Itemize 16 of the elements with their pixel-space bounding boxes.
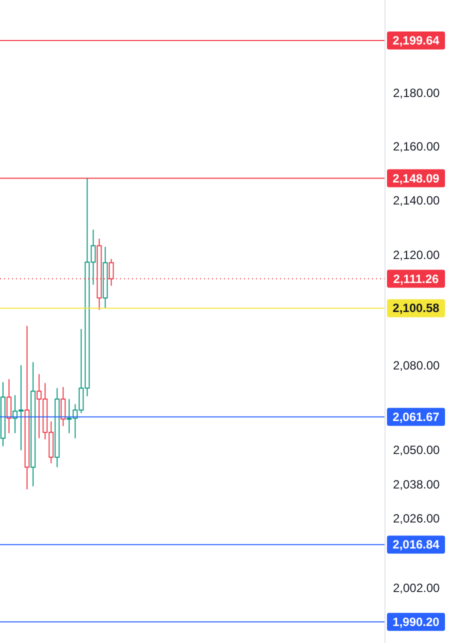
ref-line-label: 2,148.09 bbox=[392, 171, 440, 186]
y-tick-label: 2,026.00 bbox=[393, 512, 440, 526]
ref-line-label: 2,016.84 bbox=[392, 538, 440, 552]
y-tick-label: 2,050.00 bbox=[393, 443, 440, 458]
y-tick-label: 2,140.00 bbox=[393, 193, 440, 208]
ref-line-label: 2,100.58 bbox=[392, 301, 440, 316]
ref-line-label: 2,199.64 bbox=[392, 33, 440, 48]
y-tick-label: 2,160.00 bbox=[393, 139, 440, 154]
ref-line-label: 2,061.67 bbox=[392, 410, 440, 424]
y-tick-label: 2,120.00 bbox=[393, 248, 440, 262]
y-tick-label: 2,038.00 bbox=[393, 477, 440, 492]
ref-line-label: 1,990.20 bbox=[392, 614, 440, 629]
y-tick-label: 2,080.00 bbox=[393, 358, 440, 373]
y-tick-label: 2,002.00 bbox=[393, 580, 440, 595]
y-tick-label: 2,180.00 bbox=[393, 86, 440, 100]
ref-line-label: 2,111.26 bbox=[393, 272, 440, 286]
